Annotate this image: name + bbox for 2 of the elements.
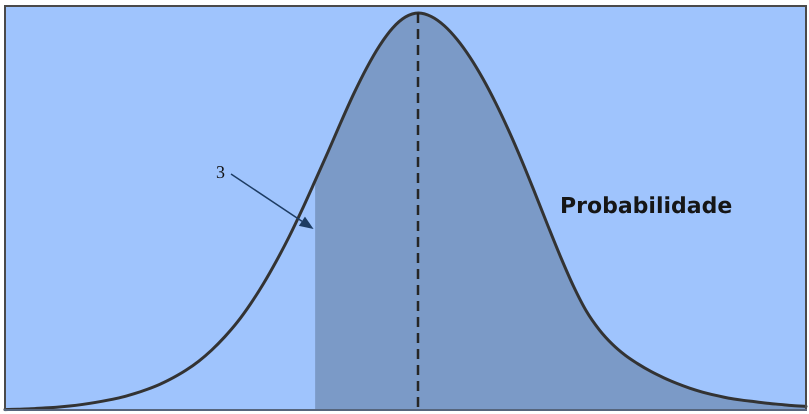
annotation: 3	[216, 162, 225, 182]
annotation: Probabilidade	[560, 194, 732, 219]
